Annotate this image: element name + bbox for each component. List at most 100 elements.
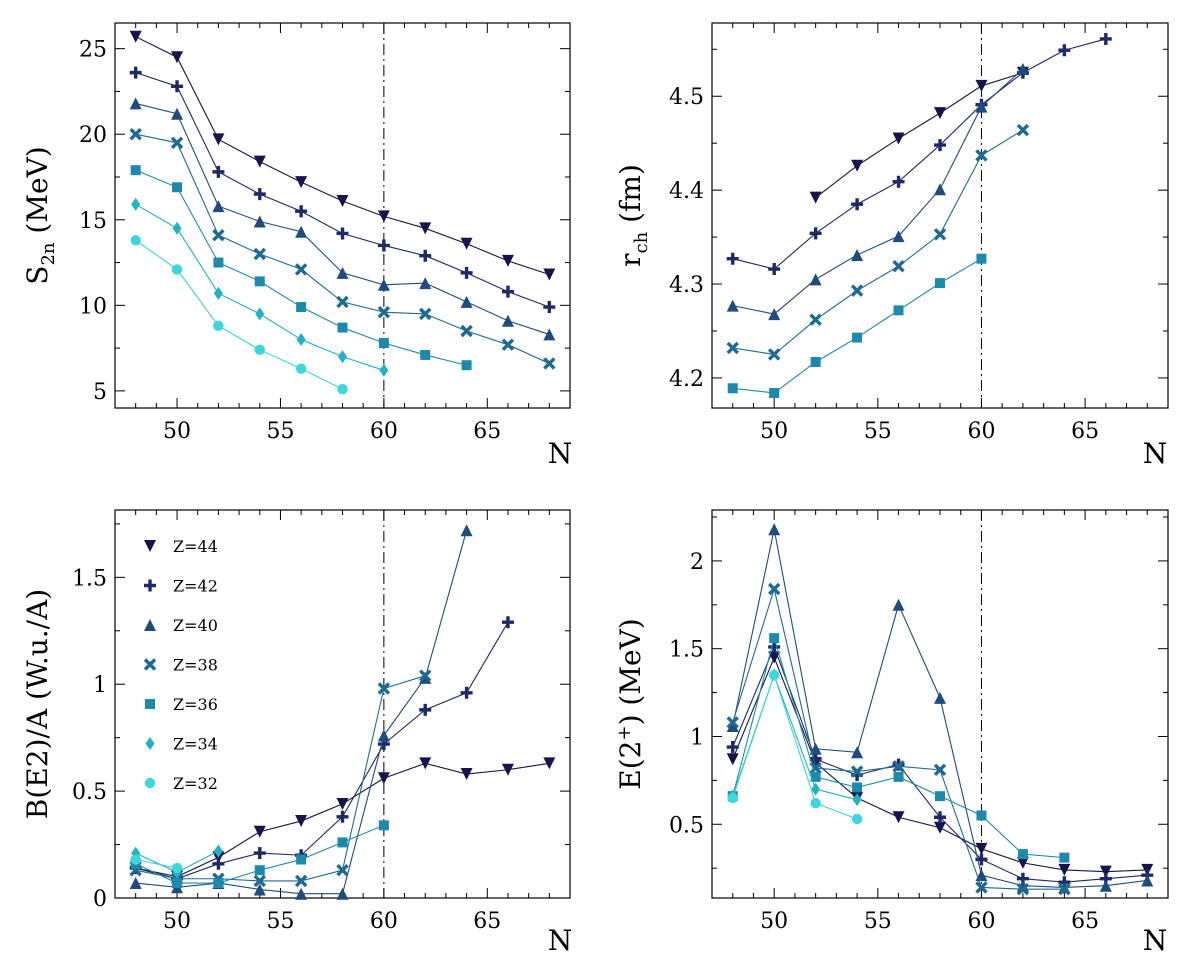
data-point: [893, 771, 904, 782]
series-z38: [129, 669, 432, 888]
data-point: [213, 257, 224, 268]
data-point: [212, 857, 225, 870]
data-point: [460, 524, 473, 537]
series-line: [815, 72, 1024, 199]
legend-marker: [144, 777, 156, 789]
series-z42: [726, 640, 1154, 889]
data-point: [336, 797, 349, 810]
series-z32: [130, 854, 183, 874]
y-axis-label: E(2+) (MeV): [614, 618, 647, 789]
data-point: [768, 263, 781, 276]
data-point: [975, 881, 988, 894]
data-point: [852, 332, 863, 343]
data-point: [809, 191, 822, 204]
data-point: [727, 792, 738, 804]
series-z44: [726, 651, 1154, 878]
data-point: [460, 686, 473, 699]
data-point: [810, 797, 821, 809]
data-point: [254, 865, 265, 876]
data-point: [501, 285, 514, 298]
series-z40: [129, 97, 556, 341]
data-point: [336, 887, 349, 900]
data-point: [419, 703, 432, 716]
data-point: [377, 278, 390, 291]
data-point: [852, 793, 862, 807]
y-tick-label: 0.5: [669, 813, 704, 838]
series-z42: [129, 616, 514, 885]
data-point: [935, 791, 945, 802]
data-point: [934, 811, 946, 824]
data-point: [212, 228, 225, 242]
data-point: [726, 753, 739, 766]
series-z32: [130, 235, 348, 395]
data-point: [769, 387, 780, 398]
data-point: [460, 295, 473, 308]
data-point: [851, 159, 864, 172]
legend-marker: [145, 737, 155, 750]
data-point: [768, 669, 780, 681]
data-point: [129, 66, 142, 79]
data-point: [296, 854, 307, 865]
series-z44: [129, 30, 556, 281]
series-line: [732, 68, 1024, 315]
data-point: [727, 383, 738, 394]
data-point: [171, 862, 183, 874]
data-point: [543, 301, 556, 314]
data-point: [419, 249, 432, 262]
data-point: [377, 772, 390, 785]
data-point: [171, 107, 184, 120]
y-axis-label: rch (fm): [614, 164, 652, 267]
data-point: [461, 360, 472, 371]
data-point: [170, 136, 184, 149]
y-axis-label: B(E2)/A (W.u./A): [21, 589, 54, 819]
x-tick-label: 55: [864, 419, 892, 444]
data-point: [213, 320, 224, 332]
data-point: [1058, 883, 1071, 896]
y-tick-label: 1.5: [669, 638, 704, 663]
series-line: [732, 586, 1065, 890]
data-point: [253, 155, 266, 168]
data-point: [379, 363, 389, 377]
data-point: [1099, 879, 1112, 892]
x-tick-label: 50: [760, 419, 788, 444]
data-point: [294, 874, 308, 888]
series-z42: [129, 66, 556, 314]
data-point: [809, 753, 822, 766]
x-tick-label: 65: [473, 909, 501, 934]
series-z36: [130, 165, 472, 371]
series-line: [732, 38, 1106, 270]
data-point: [338, 350, 347, 364]
data-point: [892, 598, 905, 611]
data-point: [171, 264, 183, 275]
data-point: [419, 307, 432, 321]
data-point: [1099, 865, 1112, 878]
x-tick-label: 60: [370, 419, 398, 444]
data-point: [460, 237, 473, 250]
y-tick-label: 15: [79, 209, 107, 234]
x-axis-label: N: [1143, 437, 1168, 470]
data-point: [377, 239, 390, 252]
data-point: [212, 200, 225, 213]
data-point: [336, 810, 349, 823]
x-tick-label: 55: [864, 909, 892, 934]
legend-label: Z=42: [173, 577, 218, 596]
data-point: [1016, 123, 1030, 137]
data-point: [377, 210, 390, 223]
data-point: [1141, 874, 1154, 887]
data-point: [295, 225, 308, 238]
data-point: [253, 883, 266, 896]
data-point: [767, 582, 781, 596]
data-point: [1058, 863, 1071, 876]
data-point: [809, 227, 822, 240]
data-point: [253, 874, 266, 888]
series-line: [135, 239, 343, 390]
x-tick-label: 50: [163, 909, 191, 934]
series-z32: [727, 669, 863, 825]
data-point: [1016, 63, 1029, 76]
data-point: [254, 276, 265, 287]
plot-frame: [711, 509, 1169, 899]
data-point: [543, 328, 556, 341]
